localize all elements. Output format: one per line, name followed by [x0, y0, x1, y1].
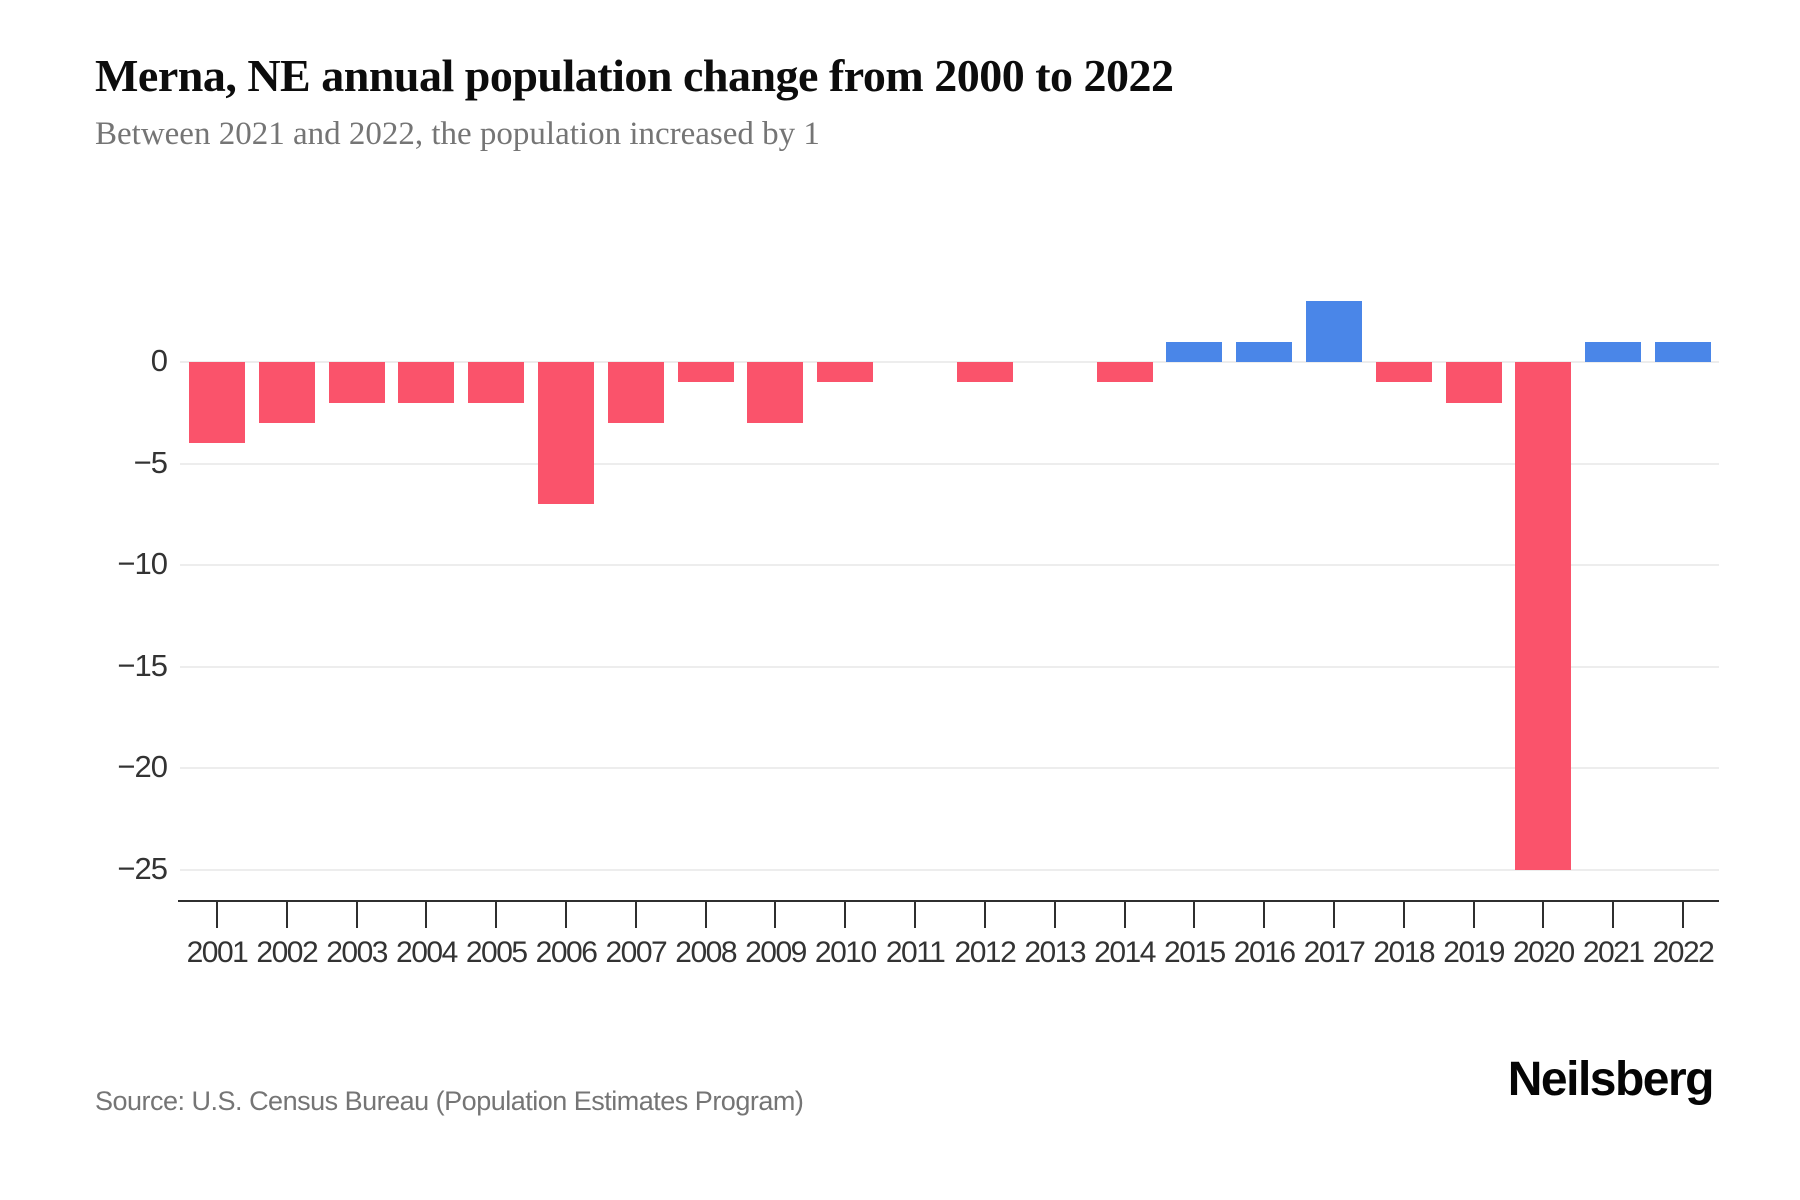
- bar-2006[interactable]: [538, 362, 595, 505]
- source-note: Source: U.S. Census Bureau (Population E…: [95, 1086, 804, 1116]
- x-axis-tick: [844, 900, 847, 928]
- bar-2015[interactable]: [1166, 341, 1223, 362]
- bar-2002[interactable]: [258, 362, 315, 423]
- bar-2018[interactable]: [1375, 362, 1432, 383]
- bar-2022[interactable]: [1654, 341, 1711, 362]
- x-axis-tick: [1263, 900, 1266, 928]
- x-axis-tick: [983, 900, 986, 928]
- x-axis-line: [178, 900, 1719, 902]
- y-gridline: [180, 767, 1719, 769]
- x-axis-tick-label: 2014: [1094, 936, 1156, 969]
- x-axis-tick: [285, 900, 288, 928]
- x-axis-tick: [1612, 900, 1615, 928]
- bar-2001[interactable]: [189, 362, 245, 444]
- y-axis-tick-label: 0: [150, 343, 168, 378]
- x-axis-tick-label: 2004: [396, 936, 458, 969]
- x-axis-tick-label: 2016: [1233, 936, 1296, 969]
- x-axis-tick: [1332, 900, 1335, 928]
- x-axis-tick: [704, 900, 707, 928]
- x-axis-tick-label: 2022: [1652, 936, 1715, 969]
- x-axis-tick-label: 2009: [745, 936, 807, 969]
- x-axis-tick-label: 2021: [1582, 936, 1645, 969]
- x-axis-tick-label: 2013: [1024, 936, 1086, 969]
- x-axis-tick: [1542, 900, 1545, 928]
- x-axis-tick-label: 2012: [954, 936, 1017, 969]
- x-axis-tick: [565, 900, 568, 928]
- bar-chart-plot-area: 0 −5 −10 −15 −20 −25 2001 2002 2003 2004 2005 2006 2…: [117, 301, 1719, 969]
- bar-2007[interactable]: [607, 362, 664, 423]
- y-gridline: [180, 462, 1719, 465]
- bar-2021[interactable]: [1585, 341, 1642, 362]
- x-axis-tick: [1472, 900, 1475, 928]
- x-axis-tick-label: 2018: [1373, 936, 1435, 969]
- y-gridline: [180, 868, 1719, 871]
- y-axis-tick-label: −5: [133, 444, 168, 480]
- x-axis-tick-label: 2006: [535, 936, 598, 969]
- x-axis-tick-label: 2015: [1163, 936, 1226, 969]
- x-axis-tick-label: 2017: [1303, 936, 1366, 969]
- bar-2009[interactable]: [747, 362, 804, 423]
- bar-2019[interactable]: [1445, 362, 1502, 403]
- bar-2014[interactable]: [1096, 362, 1153, 383]
- x-axis-tick-label: 2003: [326, 936, 388, 969]
- bar-2003[interactable]: [328, 362, 385, 403]
- y-gridline: [180, 564, 1719, 566]
- bar-2004[interactable]: [398, 362, 455, 403]
- x-axis-tick-label: 2002: [256, 936, 318, 969]
- y-axis-tick-label: −25: [117, 850, 168, 886]
- x-axis-tick-label: 2020: [1513, 936, 1575, 969]
- bar-2017[interactable]: [1305, 301, 1362, 362]
- x-axis-tick: [1053, 900, 1056, 928]
- x-axis-tick: [425, 900, 428, 928]
- x-axis-tick-label: 2005: [465, 936, 528, 969]
- x-axis-tick: [774, 900, 777, 928]
- bar-2012[interactable]: [956, 362, 1013, 383]
- x-axis-tick-label: 2008: [675, 936, 737, 969]
- bar-2005[interactable]: [468, 362, 525, 403]
- bar-2010[interactable]: [817, 362, 874, 383]
- y-axis-tick-label: −15: [117, 647, 168, 683]
- x-axis-tick: [1193, 900, 1196, 928]
- brand-logo[interactable]: Neilsberg: [1507, 1053, 1715, 1106]
- x-axis-tick-label: 2007: [605, 936, 667, 969]
- chart-title: Merna, NE annual population change from …: [95, 50, 1174, 101]
- bar-2008[interactable]: [677, 362, 734, 383]
- x-axis-tick: [914, 900, 917, 928]
- y-gridline: [180, 665, 1719, 668]
- x-axis-tick: [634, 900, 637, 928]
- x-axis-tick-label: 2011: [885, 936, 946, 969]
- x-axis-tick: [216, 900, 218, 928]
- x-axis-tick: [495, 900, 498, 928]
- x-axis-tick-label: 2010: [814, 936, 877, 969]
- x-axis-tick: [355, 900, 358, 928]
- y-gridline: [180, 361, 1719, 363]
- chart-subtitle: Between 2021 and 2022, the population in…: [95, 116, 820, 152]
- bar-2016[interactable]: [1236, 341, 1293, 362]
- x-axis-tick: [1123, 900, 1126, 928]
- x-axis-tick-label: 2001: [186, 936, 249, 969]
- x-axis-tick: [1681, 900, 1684, 928]
- x-axis-tick: [1402, 900, 1405, 928]
- y-axis-tick-label: −20: [117, 749, 168, 784]
- y-axis-tick-label: −10: [117, 546, 168, 581]
- bar-2020[interactable]: [1515, 362, 1572, 870]
- x-axis-tick-label: 2019: [1443, 936, 1505, 969]
